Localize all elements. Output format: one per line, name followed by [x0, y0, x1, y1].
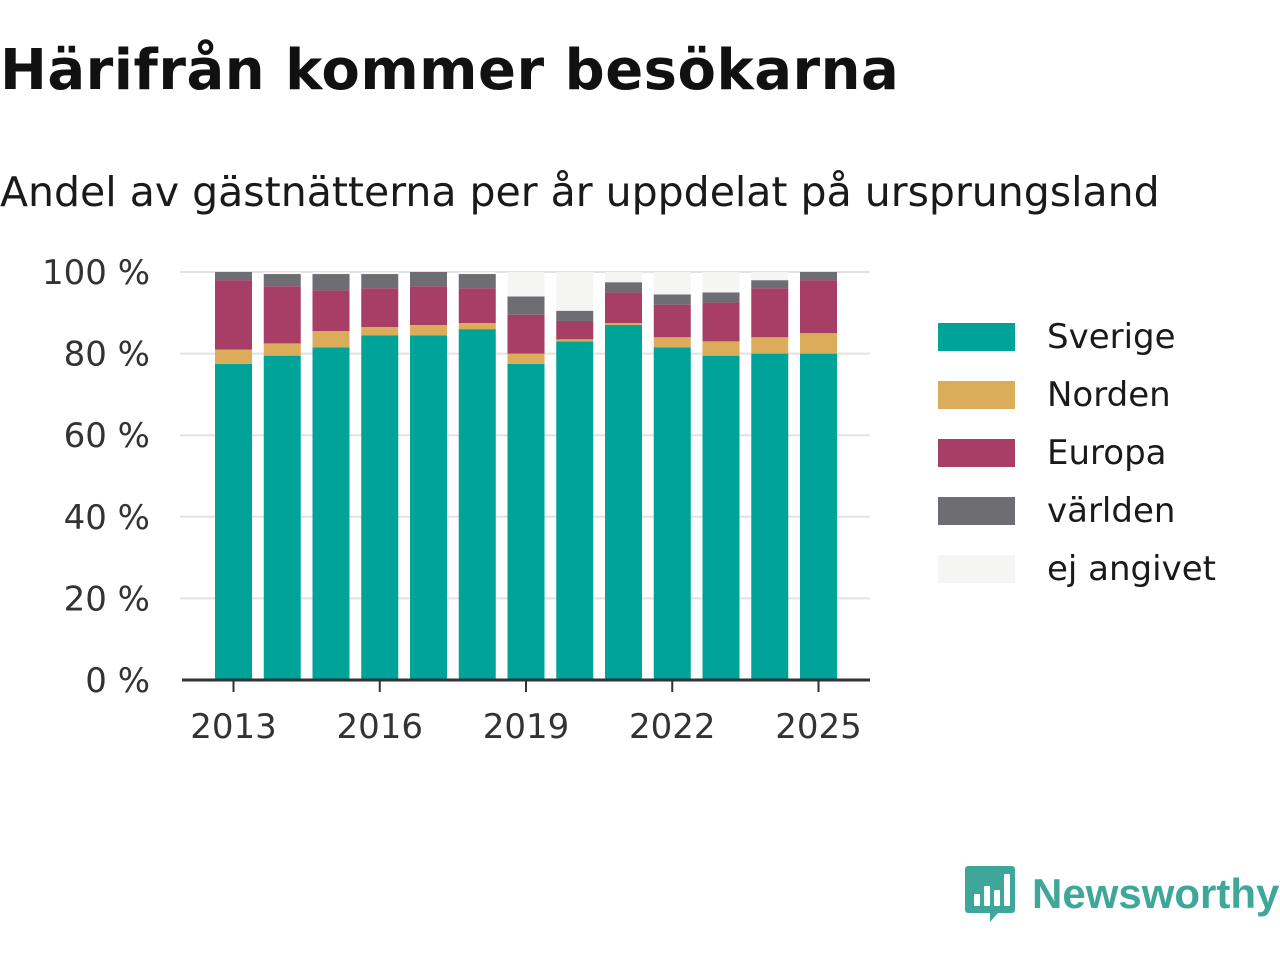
bar-segment-Sverige — [702, 355, 740, 680]
legend-label: Europa — [1047, 433, 1167, 473]
bar-segment-Europa — [751, 288, 789, 338]
bar-segment-Norden — [361, 327, 399, 336]
bar-segment-Europa — [312, 290, 350, 332]
bar-segment-Sverige — [458, 329, 496, 680]
bar-segment-världen — [605, 282, 642, 293]
bar-segment-världen — [507, 296, 545, 315]
bar-segment-Norden — [605, 323, 642, 326]
bar-segment-Sverige — [410, 335, 447, 680]
bar-segment-Norden — [751, 337, 789, 354]
bar-segment-Sverige — [800, 353, 837, 680]
legend-label: Norden — [1047, 375, 1171, 415]
legend-swatch — [938, 439, 1015, 467]
bar-segment-Norden — [263, 343, 301, 356]
bar-segment-världen — [458, 274, 496, 289]
legend-swatch — [938, 555, 1015, 583]
x-tick-label: 2022 — [629, 707, 716, 747]
bar-segment-ej-angivet — [653, 272, 691, 295]
bar-segment-Norden — [702, 341, 740, 356]
newsworthy-logo-icon — [965, 866, 1015, 922]
bar-segment-Europa — [507, 314, 545, 354]
bar-segment-ej-angivet — [263, 272, 301, 275]
bar-segment-Sverige — [556, 341, 594, 680]
bar-segment-Europa — [410, 286, 447, 326]
bar-segment-världen — [751, 280, 789, 289]
bar-segment-världen — [800, 272, 837, 281]
bar-segment-Norden — [653, 337, 691, 348]
bar-segment-Sverige — [507, 363, 545, 680]
y-tick-label: 0 % — [85, 661, 150, 701]
bar-segment-Europa — [702, 302, 740, 342]
bar-segment-Norden — [556, 339, 594, 342]
bar-segment-ej-angivet — [605, 272, 642, 283]
bar-segment-världen — [653, 294, 691, 305]
bar-segment-Europa — [215, 280, 252, 350]
bar-segment-Sverige — [653, 347, 691, 680]
bar-segment-Sverige — [751, 353, 789, 680]
legend-item: ej angivet — [938, 540, 1216, 598]
bar-segment-Norden — [215, 349, 252, 364]
legend-item: världen — [938, 482, 1216, 540]
bar-segment-Europa — [605, 292, 642, 323]
bar-segment-Norden — [458, 323, 496, 330]
legend-item: Norden — [938, 366, 1216, 424]
legend-item: Sverige — [938, 308, 1216, 366]
y-tick-label: 100 % — [42, 253, 150, 293]
bar-segment-Norden — [312, 331, 350, 348]
bar-segment-Europa — [361, 288, 399, 328]
bar-segment-Europa — [653, 304, 691, 338]
bar-segment-Sverige — [215, 363, 252, 680]
bar-segment-Sverige — [312, 347, 350, 680]
bar-segment-Sverige — [605, 325, 642, 680]
legend-swatch — [938, 381, 1015, 409]
bar-segment-världen — [361, 274, 399, 289]
bar-segment-Sverige — [361, 335, 399, 680]
legend-label: ej angivet — [1047, 549, 1216, 589]
bar-segment-Norden — [800, 333, 837, 354]
x-tick-label: 2019 — [483, 707, 570, 747]
x-tick-label: 2016 — [336, 707, 423, 747]
bar-segment-Europa — [458, 288, 496, 323]
legend-label: Sverige — [1047, 317, 1176, 357]
y-tick-label: 40 % — [64, 498, 150, 538]
chart-legend: Sverige Norden Europa världen ej angivet — [938, 308, 1216, 598]
bar-segment-ej-angivet — [458, 272, 496, 275]
brand-logo: Newsworthy — [964, 864, 1279, 924]
y-tick-label: 60 % — [64, 416, 150, 456]
legend-swatch — [938, 497, 1015, 525]
bar-segment-Europa — [263, 286, 301, 344]
x-tick-label: 2025 — [775, 707, 862, 747]
brand-name: Newsworthy — [1032, 870, 1280, 917]
bar-segment-världen — [556, 310, 594, 321]
chart-title: Härifrån kommer besökarna — [0, 38, 900, 103]
bar-segment-ej-angivet — [507, 272, 545, 297]
bar-segment-ej-angivet — [556, 272, 594, 311]
legend-item: Europa — [938, 424, 1216, 482]
legend-label: världen — [1047, 491, 1176, 531]
bar-segment-ej-angivet — [361, 272, 399, 275]
bar-segment-världen — [312, 274, 350, 291]
bar-segment-världen — [702, 292, 740, 303]
bar-segment-Sverige — [263, 355, 301, 680]
bar-segment-Europa — [556, 320, 594, 340]
x-tick-label: 2013 — [190, 707, 277, 747]
stacked-bar-chart: 0 % 20 % 40 % 60 % 80 % 100 % 2013 2016 2019 2022… — [42, 253, 870, 747]
legend-swatch — [938, 323, 1015, 351]
y-tick-label: 20 % — [64, 579, 150, 619]
bar-segment-ej-angivet — [751, 272, 789, 281]
bar-segment-världen — [215, 272, 252, 281]
y-tick-label: 80 % — [64, 335, 150, 375]
bar-segment-världen — [410, 272, 447, 287]
bar-segment-Norden — [507, 353, 545, 364]
bar-segment-Norden — [410, 325, 447, 336]
chart-subtitle: Andel av gästnätterna per år uppdelat på… — [0, 168, 1160, 216]
bar-segment-ej-angivet — [702, 272, 740, 293]
bar-segment-världen — [263, 274, 301, 287]
bar-segment-Europa — [800, 280, 837, 334]
bar-segment-ej-angivet — [312, 272, 350, 275]
